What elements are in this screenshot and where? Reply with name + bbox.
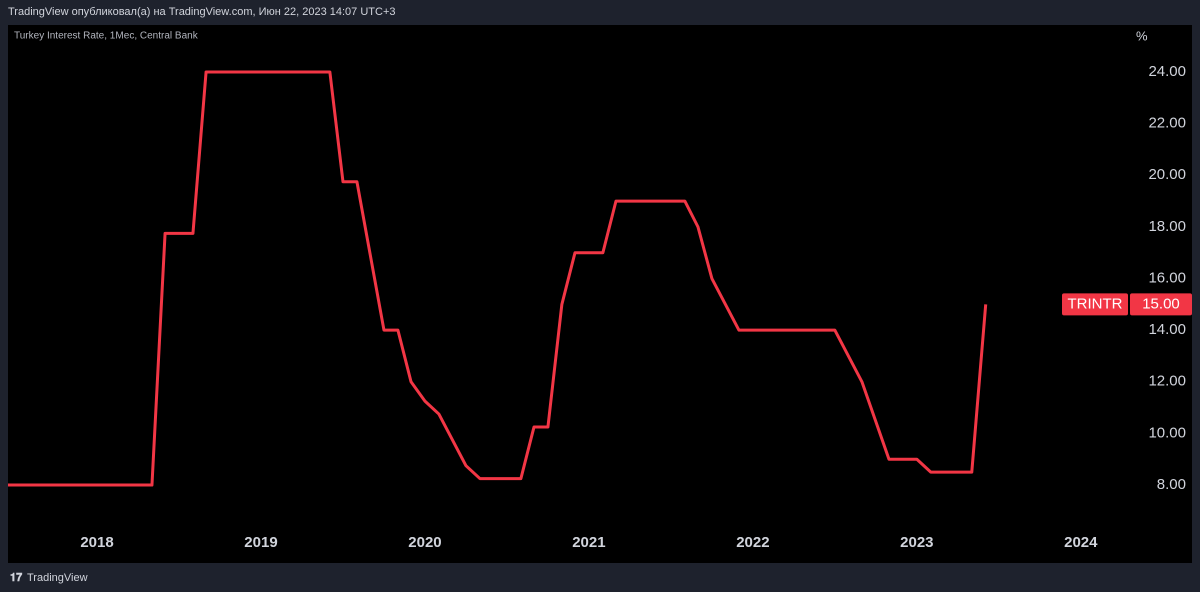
y-tick-label: 14.00	[1148, 321, 1186, 338]
y-tick-label: 24.00	[1148, 63, 1186, 80]
logo-mark: 𝟏𝟕	[10, 572, 23, 584]
line-series	[8, 70, 988, 487]
footer: TradingView	[27, 572, 88, 584]
y-unit: %	[1136, 28, 1148, 43]
last-value-badge	[1130, 293, 1192, 316]
y-tick-label: 22.00	[1148, 115, 1186, 132]
header: TradingView опубликовал(а) на TradingVie…	[8, 6, 395, 18]
last-value-label: 15.00	[1142, 295, 1180, 312]
x-tick-label: 2020	[408, 534, 441, 551]
y-tick-label: 12.00	[1148, 373, 1186, 390]
x-tick-label: 2019	[244, 534, 277, 551]
y-tick-label: 18.00	[1148, 218, 1186, 235]
symbol-name: TRINTR	[1068, 295, 1123, 312]
y-tick-label: 10.00	[1148, 424, 1186, 441]
x-tick-label: 2021	[572, 534, 605, 551]
x-tick-label: 2022	[736, 534, 769, 551]
symbol-badge	[1062, 293, 1128, 316]
y-tick-label: 20.00	[1148, 166, 1186, 183]
y-tick-label: 8.00	[1157, 476, 1186, 493]
chart-title: Turkey Interest Rate, 1Мес, Central Bank	[14, 31, 199, 42]
x-tick-label: 2024	[1064, 534, 1098, 551]
y-tick-label: 16.00	[1148, 269, 1186, 286]
x-tick-label: 2018	[80, 534, 113, 551]
x-tick-label: 2023	[900, 534, 933, 551]
plot-area	[8, 25, 1192, 563]
